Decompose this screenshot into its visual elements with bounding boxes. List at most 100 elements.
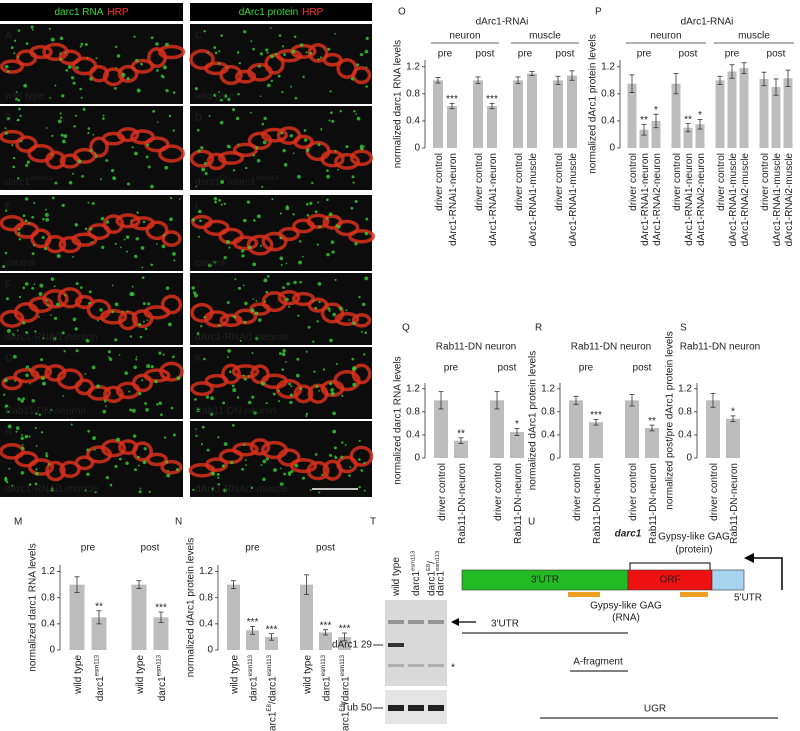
bar [91, 617, 107, 650]
signal-dot [156, 121, 159, 123]
signal-dot [51, 196, 55, 200]
signal-dot [128, 390, 131, 393]
signal-dot [291, 49, 296, 54]
signal-dot [17, 177, 20, 180]
label: dArc1-RNAi1-neuron [448, 153, 459, 246]
gag-label: Gypsy-like GAG [590, 601, 662, 612]
signal-dot [116, 54, 121, 58]
signal-dot [248, 245, 252, 250]
signal-dot [289, 400, 293, 405]
hrp-bouton [293, 134, 314, 150]
fragment-label: A-fragment [573, 657, 623, 668]
signal-dot [245, 464, 247, 466]
header-bar [190, 3, 372, 21]
signal-dot [91, 201, 95, 206]
label-part: E8 [220, 175, 228, 182]
signal-dot [93, 448, 96, 451]
label-part: Rab11-DN-neuron [648, 463, 659, 544]
significance: * [731, 407, 735, 418]
signal-dot [352, 367, 356, 371]
signal-dot [141, 276, 145, 279]
signal-dot [17, 397, 21, 401]
bar [553, 80, 563, 148]
micrograph [0, 195, 183, 271]
signal-dot [338, 306, 343, 311]
signal-dot [220, 34, 224, 37]
y-tick-label: 1.2 [199, 566, 213, 577]
signal-dot [142, 220, 146, 224]
signal-dot [28, 222, 31, 225]
signal-dot [51, 134, 54, 137]
signal-dot [282, 349, 286, 353]
signal-dot [210, 396, 214, 401]
signal-dot [220, 203, 223, 206]
signal-dot [102, 114, 105, 117]
signal-dot [20, 471, 25, 475]
label-part: darc1 [195, 177, 220, 188]
signal-dot [326, 217, 329, 220]
signal-dot [360, 469, 364, 472]
label: dArc1-RNAi1-muscle [528, 153, 539, 247]
signal-dot [290, 469, 294, 474]
hrp-bouton [204, 457, 229, 472]
label-part: dArc1-RNAi2-muscle [784, 153, 795, 247]
label-part: E8 [339, 703, 346, 711]
signal-dot [360, 330, 363, 333]
signal-dot [277, 400, 281, 403]
hrp-bouton [15, 135, 38, 153]
signal-dot [71, 172, 74, 175]
error-bar [231, 580, 236, 589]
column-title-part: dArc1 protein [239, 7, 298, 18]
signal-dot [92, 133, 95, 136]
signal-dot [364, 231, 369, 236]
signal-dot [64, 294, 67, 297]
signal-dot [28, 368, 31, 371]
y-tick-label: 0.8 [601, 88, 615, 99]
signal-dot [158, 401, 163, 405]
signal-dot [352, 382, 357, 387]
signal-dot [146, 143, 150, 147]
hrp-bouton [115, 213, 141, 229]
signal-dot [283, 162, 288, 167]
signal-dot [282, 286, 285, 289]
signal-dot [35, 468, 38, 471]
signal-dot [258, 318, 262, 322]
signal-dot [294, 96, 298, 100]
hrp-bouton [132, 441, 153, 462]
label: Rab11-DN-neuron [648, 463, 659, 544]
hrp-bouton [277, 448, 301, 467]
significance: *** [590, 410, 602, 421]
signal-dot [56, 302, 60, 307]
signal-dot [7, 424, 12, 429]
label: dArc1-RNAi2-muscle [740, 153, 751, 247]
signal-dot [137, 464, 140, 467]
signal-dot [204, 171, 208, 175]
hrp-bouton [278, 226, 300, 242]
signal-dot [63, 134, 68, 139]
signal-dot [6, 117, 11, 121]
signal-dot [219, 120, 224, 125]
label: wild type [302, 655, 313, 695]
label: dArc1-RNAi1-muscle [568, 153, 579, 247]
label: dArc1-RNAi2-muscle [784, 153, 795, 247]
signal-dot [277, 389, 280, 393]
set-label: post [316, 543, 335, 554]
signal-dot [213, 260, 217, 264]
signal-dot [31, 252, 35, 256]
signal-dot [131, 146, 134, 149]
label-part: dArc1-RNAi1-muscle [568, 153, 579, 247]
signal-dot [59, 52, 62, 55]
signal-dot [299, 43, 304, 47]
signal-dot [4, 404, 9, 409]
signal-dot [262, 140, 267, 145]
signal-dot [14, 97, 18, 101]
signal-dot [285, 361, 287, 363]
column-title-part: HRP [107, 7, 128, 18]
signal-dot [250, 308, 255, 313]
signal-dot [165, 286, 170, 290]
signal-dot [218, 198, 222, 202]
signal-dot [45, 454, 49, 458]
signal-dot [241, 249, 245, 253]
panel-letter: C [195, 31, 202, 42]
signal-dot [163, 436, 167, 439]
